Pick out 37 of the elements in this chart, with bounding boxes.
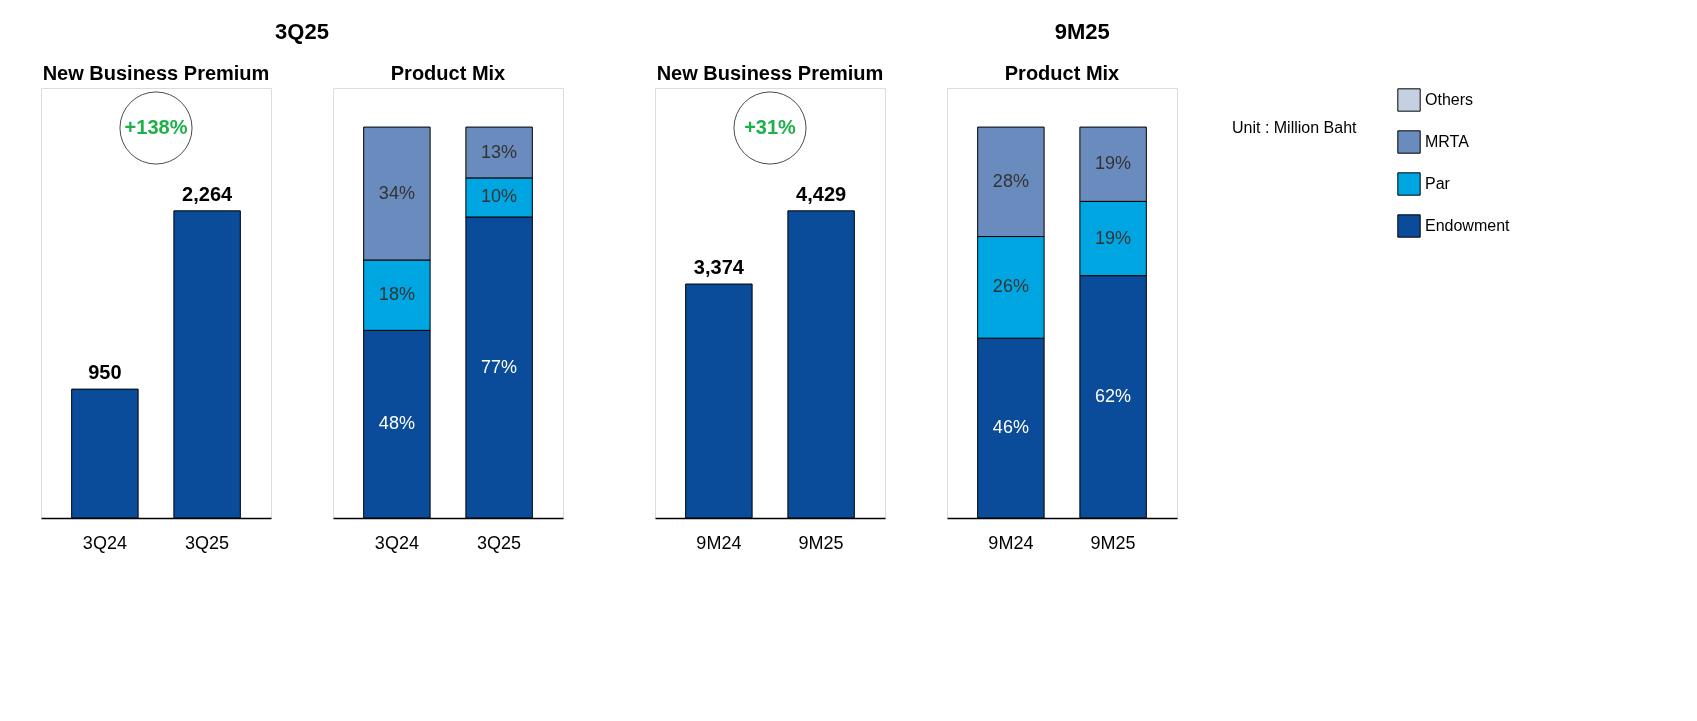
x-tick-label: 9M25 [1090, 532, 1136, 553]
data-label: 19% [1095, 227, 1132, 248]
x-tick-label: 9M24 [988, 532, 1034, 553]
data-label: 2,264 [182, 182, 234, 205]
data-label: 26% [992, 276, 1029, 297]
text: +31% [744, 116, 797, 138]
data-label: 48% [378, 413, 415, 434]
x-tick-label: 9M24 [696, 532, 742, 553]
chart-title: New Business Premium [42, 62, 270, 84]
data-label: 4,429 [796, 182, 847, 205]
data-label: 62% [1095, 385, 1132, 406]
x-tick-label: 3Q24 [82, 532, 127, 553]
chart-title: Product Mix [1004, 62, 1120, 84]
x-tick-label: 9M25 [798, 532, 844, 553]
data-label: 950 [88, 361, 122, 384]
text: +138% [124, 116, 188, 138]
data-label: 28% [992, 170, 1029, 191]
data-label: 3,374 [693, 256, 745, 279]
data-label: 13% [481, 141, 518, 162]
data-label: 34% [378, 182, 415, 203]
legend-label: MRTA [1425, 133, 1470, 150]
legend-label: Par [1425, 175, 1451, 192]
x-tick-label: 3Q24 [374, 532, 419, 553]
text: 3Q25 [275, 18, 329, 44]
text: Unit : Million Baht [1232, 119, 1358, 136]
data-label: 19% [1095, 153, 1132, 174]
legend-label: Endowment [1425, 217, 1511, 234]
chart-title: New Business Premium [656, 62, 884, 84]
text: 9M25 [1054, 18, 1110, 44]
chart-title: Product Mix [390, 62, 506, 84]
data-label: 18% [378, 284, 415, 305]
data-label: 77% [481, 356, 518, 377]
x-tick-label: 3Q25 [477, 532, 522, 553]
data-label: 10% [481, 186, 518, 207]
x-tick-label: 3Q25 [185, 532, 230, 553]
legend-label: Others [1425, 91, 1474, 108]
data-label: 46% [992, 417, 1029, 438]
